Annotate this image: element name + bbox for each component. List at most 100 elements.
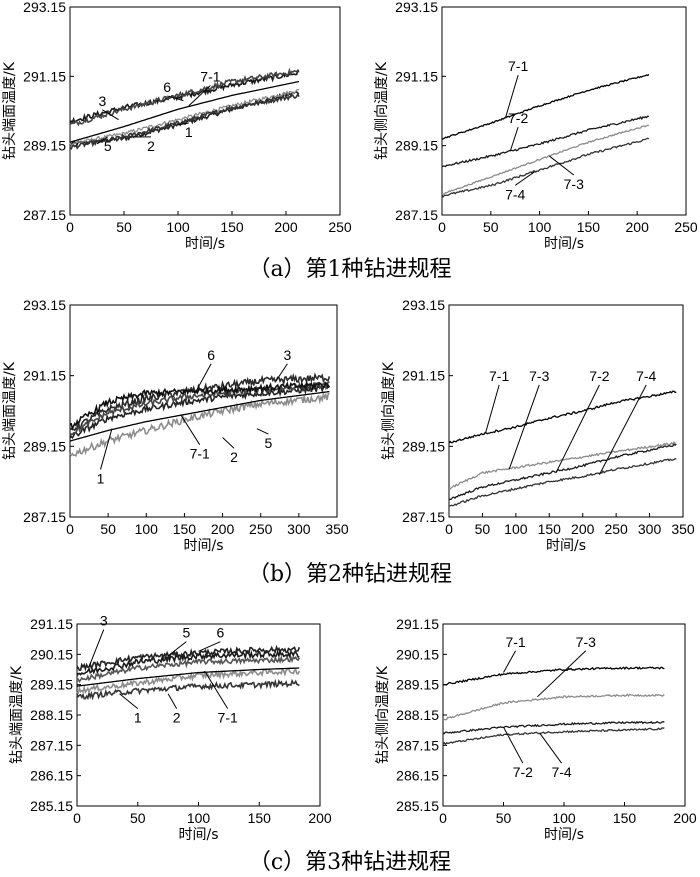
series-line-7-1 — [76, 667, 300, 687]
y-axis-label: 钻头端面温度/K — [2, 361, 18, 460]
annotation-label: 6 — [216, 625, 224, 641]
series-line-7-4 — [448, 457, 677, 507]
y-tick-label: 287.15 — [30, 737, 73, 753]
annotation-label: 2 — [230, 449, 238, 465]
x-tick-label: 350 — [671, 521, 695, 537]
annotation-leader — [96, 136, 109, 145]
y-tick-label: 286.15 — [396, 768, 439, 784]
x-tick-label: 0 — [66, 521, 74, 537]
annotation-leader — [539, 732, 562, 764]
x-tick-label: 200 — [308, 810, 332, 826]
annotation-leader — [177, 122, 189, 126]
annotation-label: 7-1 — [505, 634, 525, 650]
y-tick-label: 289.15 — [23, 138, 66, 154]
annotation-label: 7-4 — [505, 186, 525, 202]
x-tick-label: 100 — [528, 219, 552, 235]
x-tick-label: 150 — [173, 521, 197, 537]
annotation-label: 1 — [185, 124, 193, 140]
series-line-7-2 — [442, 720, 665, 735]
panel-c-left: 0 50 100 150 200 285.15 286.15 287.15 288.15 289.… — [9, 613, 332, 843]
x-tick-label: 100 — [135, 521, 159, 537]
annotation-label: 5 — [182, 625, 190, 641]
x-tick-label: 300 — [287, 521, 311, 537]
x-tick-label: 0 — [438, 219, 446, 235]
annotation-leader — [222, 437, 235, 449]
series-line-7-1 — [442, 666, 665, 686]
annotation-label: 3 — [99, 93, 107, 109]
annotation-label: 7-2 — [508, 110, 528, 126]
axes-frame — [441, 6, 687, 216]
x-tick-label: 250 — [249, 521, 273, 537]
x-axis-label: 时间/s — [544, 236, 584, 252]
annotation-label: 7-1 — [200, 69, 220, 85]
y-tick-label: 291.15 — [395, 68, 438, 84]
y-tick-label: 291.15 — [30, 616, 73, 632]
y-tick-label: 287.15 — [402, 509, 445, 525]
y-tick-label: 291.15 — [23, 68, 66, 84]
x-tick-label: 100 — [504, 521, 528, 537]
annotation-label: 3 — [284, 347, 292, 363]
y-tick-label: 285.15 — [396, 798, 439, 814]
annotation-leader — [485, 384, 500, 433]
x-tick-label: 0 — [445, 521, 453, 537]
y-axis-label: 钻头端面温度/K — [2, 61, 18, 160]
x-tick-label: 150 — [248, 810, 272, 826]
x-tick-label: 50 — [483, 219, 499, 235]
y-tick-label: 287.15 — [23, 207, 66, 223]
annotation-leader — [167, 693, 178, 709]
series-line-6 — [69, 67, 300, 127]
y-tick-label: 289.15 — [402, 438, 445, 454]
annotation-leader — [180, 414, 201, 445]
caption-b: （b）第2种钻进规程 — [248, 562, 452, 587]
x-tick-label: 200 — [274, 219, 298, 235]
annotation-label: 7-2 — [513, 764, 533, 780]
annotation-leader — [504, 74, 519, 119]
annotation-label: 2 — [173, 710, 181, 726]
y-tick-label: 293.15 — [23, 0, 66, 15]
series-line-7-2 — [441, 115, 650, 168]
annotation-leader — [119, 693, 139, 709]
caption-c: （c）第3种钻进规程 — [249, 850, 451, 875]
x-axis-label: 时间/s — [183, 538, 223, 554]
x-tick-label: 200 — [673, 810, 697, 826]
panel-a-right: 0 50 100 150 200 250 287.15 289.15 291.15 293.15 时… — [374, 0, 698, 252]
annotation-leader — [188, 85, 211, 107]
y-axis-label: 钻头侧向温度/K — [381, 361, 397, 460]
panel-a-left: 0 50 100 150 200 250 287.15 289.15 291.15 293.15 时… — [2, 0, 352, 252]
x-tick-label: 200 — [211, 521, 235, 537]
x-tick-label: 50 — [496, 810, 512, 826]
x-tick-label: 0 — [439, 810, 447, 826]
annotation-leader — [275, 363, 288, 382]
annotation-leader — [537, 650, 587, 698]
series-line-7-4 — [441, 137, 650, 198]
series-line-7-1 — [69, 80, 300, 143]
x-tick-label: 50 — [100, 521, 116, 537]
x-tick-label: 50 — [475, 521, 491, 537]
series-line-7-3 — [442, 693, 665, 721]
annotation-leader — [102, 109, 119, 121]
annotation-label: 7-3 — [529, 368, 549, 384]
y-tick-label: 289.15 — [30, 677, 73, 693]
x-tick-label: 50 — [130, 810, 146, 826]
panel-b-right: 0 50 100 150 200 250 300 350 287.15 289.15 291.15 2… — [381, 297, 695, 554]
annotation-label: 5 — [264, 435, 272, 451]
series-line-1 — [76, 678, 300, 701]
series-line-7-1 — [441, 73, 650, 140]
annotation-leader — [198, 641, 221, 652]
y-tick-label: 289.15 — [396, 677, 439, 693]
x-tick-label: 100 — [187, 810, 211, 826]
series-line-2 — [76, 667, 301, 695]
y-tick-label: 287.15 — [396, 737, 439, 753]
x-tick-label: 100 — [166, 219, 190, 235]
annotation-label: 7-1 — [190, 446, 210, 462]
series-line-3 — [76, 648, 300, 677]
y-tick-label: 290.15 — [30, 646, 73, 662]
y-tick-label: 291.15 — [396, 616, 439, 632]
annotation-leader — [204, 670, 229, 709]
axes-frame — [448, 304, 684, 518]
annotation-leader — [167, 641, 187, 657]
annotation-leader — [503, 650, 517, 673]
annotation-label: 7-3 — [564, 176, 584, 192]
series-line-2 — [69, 391, 330, 457]
